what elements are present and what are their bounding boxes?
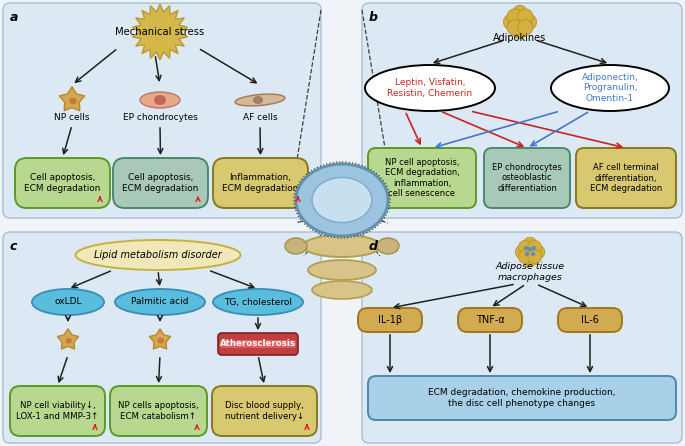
FancyBboxPatch shape <box>110 386 207 436</box>
Ellipse shape <box>308 260 376 280</box>
Text: oxLDL: oxLDL <box>54 297 82 306</box>
Text: Atherosclerosis: Atherosclerosis <box>220 339 296 348</box>
Circle shape <box>512 23 527 39</box>
Ellipse shape <box>140 92 180 108</box>
Ellipse shape <box>32 289 104 315</box>
Circle shape <box>523 237 537 251</box>
FancyBboxPatch shape <box>558 308 622 332</box>
Ellipse shape <box>154 95 166 105</box>
Ellipse shape <box>66 338 72 343</box>
FancyBboxPatch shape <box>368 376 676 420</box>
Circle shape <box>512 5 527 21</box>
Circle shape <box>507 20 522 35</box>
FancyBboxPatch shape <box>218 333 298 355</box>
Text: AF cells: AF cells <box>242 113 277 123</box>
Circle shape <box>519 250 532 264</box>
FancyBboxPatch shape <box>213 158 308 208</box>
Text: Cell apoptosis,
ECM degradation: Cell apoptosis, ECM degradation <box>24 173 101 193</box>
Text: Palmitic acid: Palmitic acid <box>132 297 189 306</box>
Circle shape <box>512 14 527 29</box>
Text: Leptin, Visfatin,
Resistin, Chemerin: Leptin, Visfatin, Resistin, Chemerin <box>388 78 473 98</box>
Text: Inflammation,
ECM degradation: Inflammation, ECM degradation <box>223 173 299 193</box>
FancyBboxPatch shape <box>458 308 522 332</box>
Text: NP cell apoptosis,
ECM degradation,
inflammation,
cell senescence: NP cell apoptosis, ECM degradation, infl… <box>384 158 460 198</box>
Polygon shape <box>58 329 79 349</box>
Ellipse shape <box>312 281 372 299</box>
Circle shape <box>515 245 529 259</box>
Text: NP cells: NP cells <box>54 113 90 123</box>
Text: c: c <box>10 240 17 253</box>
FancyBboxPatch shape <box>3 3 321 218</box>
FancyBboxPatch shape <box>358 308 422 332</box>
Text: TNF-α: TNF-α <box>475 315 504 325</box>
Circle shape <box>528 247 532 251</box>
Text: NP cell viability↓,
LOX-1 and MMP-3↑: NP cell viability↓, LOX-1 and MMP-3↑ <box>16 401 99 421</box>
Text: IL-1β: IL-1β <box>378 315 402 325</box>
Ellipse shape <box>285 238 307 254</box>
Circle shape <box>507 9 522 24</box>
Circle shape <box>531 252 535 256</box>
Text: EP chondrocytes: EP chondrocytes <box>123 113 197 123</box>
Ellipse shape <box>377 238 399 254</box>
Ellipse shape <box>115 289 205 315</box>
Circle shape <box>518 9 533 24</box>
Circle shape <box>523 253 537 267</box>
Ellipse shape <box>158 338 164 343</box>
FancyBboxPatch shape <box>576 148 676 208</box>
Ellipse shape <box>365 65 495 111</box>
Text: Adipose tissue
macrophages: Adipose tissue macrophages <box>495 262 564 282</box>
Ellipse shape <box>303 235 381 257</box>
Text: TG, cholesterol: TG, cholesterol <box>224 297 292 306</box>
Polygon shape <box>60 87 85 111</box>
Circle shape <box>532 246 536 250</box>
FancyBboxPatch shape <box>368 148 476 208</box>
Circle shape <box>503 14 519 29</box>
Text: ECM degradation, chemokine production,
the disc cell phenotype changes: ECM degradation, chemokine production, t… <box>428 388 616 408</box>
Circle shape <box>528 250 542 264</box>
FancyBboxPatch shape <box>3 232 321 443</box>
Text: EP chondrocytes
osteoblastic
differentiation: EP chondrocytes osteoblastic differentia… <box>492 163 562 193</box>
FancyBboxPatch shape <box>220 340 296 348</box>
Text: b: b <box>369 11 378 24</box>
FancyBboxPatch shape <box>484 148 570 208</box>
FancyBboxPatch shape <box>113 158 208 208</box>
Text: Cell apoptosis,
ECM degradation: Cell apoptosis, ECM degradation <box>123 173 199 193</box>
Text: Disc blood supply,
nutrient delivery↓: Disc blood supply, nutrient delivery↓ <box>225 401 304 421</box>
Text: Lipid metabolism disorder: Lipid metabolism disorder <box>94 250 222 260</box>
Circle shape <box>528 240 542 254</box>
Polygon shape <box>132 4 188 60</box>
FancyBboxPatch shape <box>362 3 682 218</box>
Ellipse shape <box>296 164 388 236</box>
Text: IL-6: IL-6 <box>581 315 599 325</box>
Circle shape <box>521 14 536 29</box>
Ellipse shape <box>551 65 669 111</box>
Text: Adiponectin,
Progranulin,
Omentin-1: Adiponectin, Progranulin, Omentin-1 <box>582 73 638 103</box>
Polygon shape <box>149 329 171 349</box>
Ellipse shape <box>253 96 263 104</box>
FancyBboxPatch shape <box>212 386 317 436</box>
Ellipse shape <box>235 94 285 106</box>
Ellipse shape <box>75 240 240 270</box>
Text: Mechanical stress: Mechanical stress <box>115 27 205 37</box>
Text: Adipokines: Adipokines <box>493 33 547 43</box>
FancyBboxPatch shape <box>10 386 105 436</box>
Circle shape <box>519 240 532 254</box>
Text: AF cell terminal
differentiation,
ECM degradation: AF cell terminal differentiation, ECM de… <box>590 163 662 193</box>
Text: NP cells apoptosis,
ECM catabolism↑: NP cells apoptosis, ECM catabolism↑ <box>119 401 199 421</box>
Text: d: d <box>369 240 378 253</box>
FancyBboxPatch shape <box>362 232 682 443</box>
Circle shape <box>523 245 537 259</box>
FancyBboxPatch shape <box>15 158 110 208</box>
Ellipse shape <box>69 98 77 104</box>
Circle shape <box>525 252 530 256</box>
Text: a: a <box>10 11 18 24</box>
Ellipse shape <box>213 289 303 315</box>
Circle shape <box>524 246 528 250</box>
Circle shape <box>531 245 545 259</box>
Circle shape <box>518 20 533 35</box>
Ellipse shape <box>312 178 372 223</box>
